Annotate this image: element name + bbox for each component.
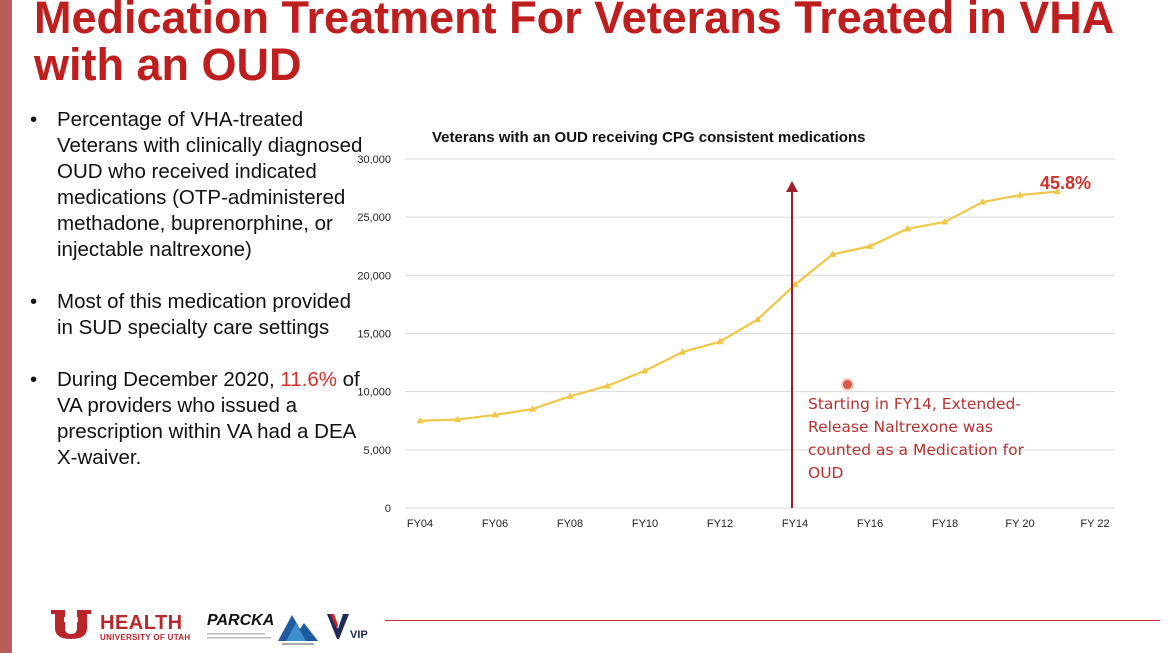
vip-logo-text: VIP bbox=[350, 629, 368, 641]
data-point bbox=[603, 381, 612, 389]
bullet-item: Most of this medication provided in SUD … bbox=[30, 289, 365, 341]
bullet-text: Percentage of VHA-treated Veterans with … bbox=[57, 108, 363, 261]
y-tick-label: 5,000 bbox=[363, 445, 391, 457]
bullet-list: Percentage of VHA-treated Veterans with … bbox=[30, 107, 365, 497]
data-point bbox=[828, 250, 837, 257]
bullet-text: During December 2020, bbox=[57, 368, 281, 391]
data-point bbox=[978, 198, 987, 205]
marker-arrow-head bbox=[786, 181, 798, 192]
data-point bbox=[866, 242, 874, 249]
university-of-utah-logo-icon bbox=[51, 610, 91, 639]
footer-divider bbox=[385, 620, 1160, 621]
data-point bbox=[716, 337, 724, 345]
x-tick-label: FY12 bbox=[707, 518, 733, 530]
y-tick-label: 15,000 bbox=[357, 329, 391, 341]
data-point bbox=[753, 315, 762, 323]
data-point bbox=[641, 366, 649, 374]
cursor-pointer bbox=[843, 380, 852, 389]
parcka-logo-text: PARCKA bbox=[207, 612, 275, 629]
y-tick-label: 20,000 bbox=[357, 270, 391, 282]
slide-title: Medication Treatment For Veterans Treate… bbox=[34, 0, 1113, 90]
data-point bbox=[678, 348, 687, 355]
data-point bbox=[903, 224, 912, 232]
y-tick-label: 10,000 bbox=[357, 387, 391, 399]
data-point bbox=[491, 410, 499, 418]
x-tick-label: FY10 bbox=[632, 518, 658, 530]
fy14-annotation: Starting in FY14, Extended-Release Naltr… bbox=[808, 395, 1024, 482]
mountain-logo-icon bbox=[278, 615, 318, 645]
accent-bar bbox=[0, 0, 12, 653]
x-tick-label: FY 20 bbox=[1005, 518, 1034, 530]
bullet-text: of VA providers who issued a prescriptio… bbox=[57, 368, 360, 469]
data-point bbox=[566, 392, 574, 399]
series-line bbox=[419, 190, 1058, 422]
data-point bbox=[453, 415, 462, 423]
x-tick-label: FY04 bbox=[407, 518, 433, 530]
highlight-percent: 11.6% bbox=[280, 368, 337, 391]
x-tick-label: FY14 bbox=[782, 518, 808, 530]
bullet-item: Percentage of VHA-treated Veterans with … bbox=[30, 107, 365, 263]
bullet-text: Most of this medication provided in SUD … bbox=[57, 290, 351, 339]
data-point bbox=[416, 416, 424, 424]
data-point bbox=[941, 217, 949, 225]
university-logo-text: UNIVERSITY OF UTAH bbox=[100, 633, 191, 642]
end-value-label: 45.8% bbox=[1040, 173, 1091, 193]
x-tick-label: FY16 bbox=[857, 518, 883, 530]
y-tick-label: 25,000 bbox=[357, 212, 391, 224]
y-tick-label: 0 bbox=[385, 503, 391, 515]
data-point bbox=[1053, 187, 1062, 195]
x-tick-label: FY 22 bbox=[1080, 518, 1109, 530]
health-logo-text: HEALTH bbox=[100, 612, 183, 634]
y-tick-label: 30,000 bbox=[357, 154, 391, 166]
bullet-item: During December 2020, 11.6% of VA provid… bbox=[30, 367, 365, 471]
x-tick-label: FY06 bbox=[482, 518, 508, 530]
parcka-logo-subtext bbox=[207, 632, 272, 642]
data-point bbox=[1016, 191, 1024, 198]
data-point bbox=[528, 405, 537, 412]
chart-title: Veterans with an OUD receiving CPG consi… bbox=[432, 129, 866, 146]
vip-logo-icon bbox=[327, 614, 349, 639]
x-tick-label: FY18 bbox=[932, 518, 958, 530]
data-point bbox=[791, 280, 799, 288]
x-tick-label: FY08 bbox=[557, 518, 583, 530]
